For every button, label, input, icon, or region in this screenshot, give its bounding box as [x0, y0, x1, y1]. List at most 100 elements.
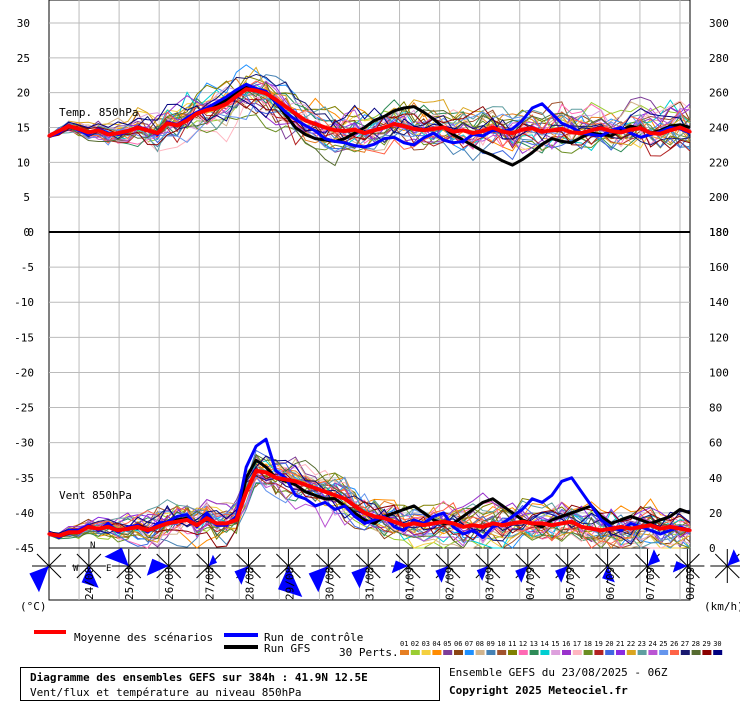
- wind-mean-point: [244, 490, 248, 494]
- temp-mean-point: [96, 128, 100, 132]
- pert-swatch: [454, 650, 463, 655]
- wind-mean-point: [96, 527, 100, 531]
- wind-mean-point: [175, 520, 179, 524]
- wind-mean-point: [284, 477, 288, 482]
- temp-mean-point: [451, 130, 455, 134]
- wind-mean-point: [274, 476, 278, 480]
- pert-swatch: [680, 650, 690, 655]
- wind-y-tick: 60: [709, 437, 722, 450]
- legend-control-swatch: [224, 633, 258, 637]
- temp-mean-point: [422, 128, 426, 132]
- temp-mean-point: [106, 132, 110, 137]
- pert-number: 27: [681, 640, 689, 648]
- pert-swatch: [626, 650, 636, 655]
- rose-spoke: [76, 553, 90, 567]
- x-date-label: 08/09: [684, 567, 697, 600]
- pert-17-w-line: [48, 455, 691, 549]
- wind-mean-point: [155, 525, 160, 529]
- x-date-label: 29/08: [283, 567, 296, 600]
- wind-rose: [104, 547, 146, 583]
- wind-rose: [470, 549, 505, 583]
- temp-y-tick: 25: [17, 52, 30, 65]
- pert-number: 18: [584, 640, 592, 648]
- wind-mean-point: [77, 530, 81, 534]
- temp-mean-point: [313, 122, 317, 126]
- wind-mean-point: [195, 523, 199, 527]
- pert-number: 08: [476, 640, 484, 648]
- wind-mean-point: [639, 525, 643, 529]
- rose-spoke: [208, 565, 221, 579]
- temp-mean-point: [441, 125, 446, 130]
- temp-mean-point: [550, 128, 554, 132]
- pert-swatch: [637, 650, 647, 655]
- temp-mean-point: [402, 124, 406, 128]
- temp-mean-point: [589, 128, 594, 132]
- wind-rose: [630, 549, 665, 583]
- rose-petal: [308, 566, 329, 593]
- temp-mean-point: [333, 128, 337, 132]
- wind-y-tick: 180: [709, 226, 729, 239]
- rose-petal: [81, 566, 99, 588]
- temp-mean-point: [658, 132, 663, 136]
- wind-mean-point: [599, 528, 603, 533]
- x-date-label: 26/08: [163, 567, 176, 600]
- temp-mean-point: [540, 130, 544, 134]
- temp-mean-point: [77, 127, 81, 131]
- temp-mean-point: [570, 130, 574, 134]
- pert-23-t-line: [48, 92, 691, 153]
- pert-number: 12: [519, 640, 527, 648]
- temp-mean-point: [116, 131, 120, 135]
- wind-rose: [510, 549, 545, 583]
- pert-swatch: [432, 650, 442, 655]
- rose-spoke: [116, 565, 130, 579]
- wind-mean-point: [215, 521, 219, 526]
- wind-mean-point: [333, 493, 337, 497]
- pert-number: 02: [411, 640, 419, 648]
- pert-number: 16: [562, 640, 570, 648]
- pert-swatch: [529, 650, 539, 655]
- wind-y-tick: 140: [709, 296, 729, 309]
- temp-y-tick: 5: [23, 191, 30, 204]
- ensemble-run-label: Ensemble GEFS du 23/08/2025 - 06Z: [449, 666, 668, 679]
- rose-spoke: [395, 553, 409, 567]
- rose-spoke: [567, 565, 581, 579]
- x-date-label: 31/08: [364, 567, 377, 600]
- wind-mean-point: [481, 525, 485, 529]
- legend-mean-swatch: [34, 630, 66, 634]
- rose-spoke: [168, 565, 182, 579]
- wind-rose: [191, 549, 226, 583]
- pert-number: 28: [692, 640, 700, 648]
- pert-number: 04: [432, 640, 440, 648]
- wind-left-tick: -45: [14, 542, 34, 555]
- temp-mean-point: [165, 121, 169, 125]
- wind-mean-point: [530, 521, 534, 526]
- wind-mean-point: [372, 514, 376, 519]
- rose-spoke: [88, 553, 102, 567]
- temp-y-tick: 30: [17, 17, 30, 30]
- temp-mean-point: [86, 130, 90, 134]
- pert-27-w-line: [48, 475, 691, 542]
- legend: Moyenne des scénarios Run de contrôle Ru…: [34, 630, 723, 659]
- temp-mean-point: [363, 131, 367, 135]
- wind-mean-point: [293, 479, 298, 483]
- rose-spoke: [635, 565, 648, 579]
- rose-spoke: [156, 553, 170, 567]
- wind-rose-row: N W E: [29, 541, 740, 597]
- pert-number: 22: [627, 640, 635, 648]
- wind-mean-point: [649, 523, 653, 527]
- pert-swatch: [616, 650, 625, 655]
- pert-swatch: [572, 650, 582, 655]
- chart-axes: 051015202530180200220240260280300-45-40-…: [14, 17, 729, 600]
- rose-petal: [515, 566, 528, 583]
- temp-right-tick: 260: [709, 87, 729, 100]
- wind-mean-point: [264, 470, 268, 475]
- wind-left-tick: -35: [14, 472, 34, 485]
- wind-mean-point: [382, 516, 386, 520]
- wind-mean-point: [165, 521, 169, 526]
- rose-spoke: [675, 553, 688, 567]
- wind-rose: [351, 549, 386, 589]
- wind-left-tick: -40: [14, 507, 34, 520]
- rose-spoke: [555, 553, 569, 567]
- temp-mean-point: [649, 131, 653, 135]
- rose-petal: [104, 547, 129, 566]
